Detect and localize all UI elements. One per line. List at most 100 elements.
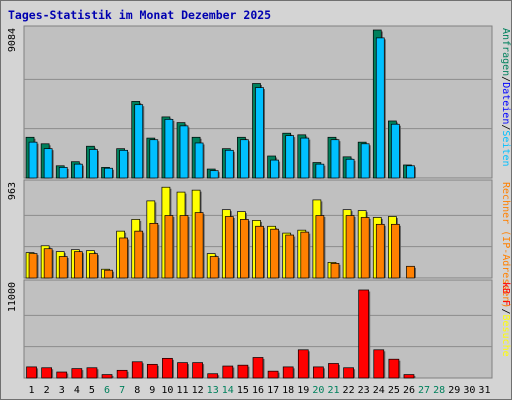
- panel-kb: 11000 kB F: [7, 279, 511, 379]
- bar-requests-dateien-day-14: [224, 149, 234, 179]
- bar-requests-dateien-day-4: [73, 163, 83, 179]
- bar-requests-dateien-day-15: [240, 139, 249, 179]
- bar-visits-rechner-ip-adressen--day-9: [149, 222, 159, 279]
- bar-visits-rechner-ip-adressen--day-21: [330, 263, 340, 279]
- day-label-25: 25: [388, 385, 400, 396]
- bar-kb-kb-f-day-15: [237, 364, 249, 379]
- legend-entry-1: /: [500, 76, 511, 82]
- bar-requests-dateien-day-5: [89, 149, 98, 179]
- bar-visits-rechner-ip-adressen--day-3: [58, 256, 68, 279]
- day-label-27: 27: [418, 385, 430, 396]
- bar-visits-rechner-ip-adressen--day-14: [224, 216, 234, 279]
- legend-entry-0: Anfragen: [500, 28, 511, 76]
- bar-kb-kb-f-day-3: [56, 371, 68, 379]
- bar-visits-rechner-ip-adressen--day-6: [104, 269, 113, 279]
- bar-visits-rechner-ip-adressen--day-20: [315, 215, 325, 279]
- legend-entry-2: Dateien: [500, 82, 511, 124]
- panel-visits: 963 Rechner (IP-Adressen)/Besuche: [7, 179, 511, 357]
- day-label-21: 21: [327, 385, 339, 396]
- bar-requests-dateien-day-18: [285, 135, 295, 179]
- day-label-12: 12: [192, 385, 204, 396]
- bar-kb-kb-f-day-8: [131, 361, 143, 379]
- day-label-7: 7: [119, 385, 125, 396]
- day-label-30: 30: [463, 385, 475, 396]
- day-label-11: 11: [176, 385, 188, 396]
- bar-visits-rechner-ip-adressen--day-15: [240, 219, 249, 279]
- bar-kb-kb-f-day-26: [403, 374, 415, 379]
- bar-visits-rechner-ip-adressen--day-22: [345, 215, 355, 279]
- day-label-18: 18: [282, 385, 294, 396]
- bar-requests-dateien-day-20: [315, 163, 325, 179]
- bar-kb-kb-f-day-13: [207, 373, 219, 379]
- day-label-10: 10: [161, 385, 173, 396]
- bar-requests-dateien-day-1: [28, 141, 38, 179]
- day-label-31: 31: [478, 385, 490, 396]
- legend-entry-3: /: [500, 124, 511, 130]
- day-label-29: 29: [448, 385, 460, 396]
- legend-entry-1: /: [500, 308, 511, 314]
- bar-requests-dateien-day-3: [58, 167, 68, 179]
- day-label-14: 14: [222, 385, 234, 396]
- bar-requests-dateien-day-22: [345, 158, 355, 179]
- day-label-6: 6: [104, 385, 110, 396]
- legend-entry-4: Seiten: [500, 130, 511, 166]
- bar-visits-rechner-ip-adressen--day-13: [209, 256, 219, 279]
- day-label-1: 1: [29, 385, 35, 396]
- bar-kb-kb-f-day-24: [373, 349, 385, 379]
- bar-visits-rechner-ip-adressen--day-11: [179, 215, 189, 279]
- bar-kb-kb-f-day-25: [388, 358, 400, 379]
- legend-entry-2: Besuche: [500, 314, 511, 356]
- bar-requests-dateien-day-2: [43, 148, 53, 179]
- bar-kb-kb-f-day-16: [252, 357, 264, 379]
- bar-kb-kb-f-day-12: [192, 362, 203, 379]
- bar-visits-rechner-ip-adressen--day-19: [300, 231, 310, 279]
- bar-requests-dateien-day-24: [375, 37, 385, 179]
- day-label-3: 3: [59, 385, 65, 396]
- panel-max-label: 11000: [7, 282, 18, 312]
- bar-requests-dateien-day-21: [330, 139, 340, 179]
- bar-visits-rechner-ip-adressen--day-23: [360, 217, 370, 279]
- bar-kb-kb-f-day-4: [71, 368, 83, 379]
- bars-visits: [25, 186, 416, 279]
- bar-kb-kb-f-day-19: [297, 349, 309, 379]
- bar-requests-dateien-day-19: [300, 137, 310, 179]
- bar-kb-kb-f-day-9: [146, 363, 158, 379]
- day-label-17: 17: [267, 385, 279, 396]
- day-label-22: 22: [343, 385, 355, 396]
- bar-requests-dateien-day-8: [134, 104, 144, 179]
- bar-visits-rechner-ip-adressen--day-24: [375, 223, 385, 279]
- legend-entry-0: kB F: [500, 282, 511, 306]
- bar-requests-dateien-day-10: [164, 118, 174, 179]
- bar-kb-kb-f-day-1: [26, 366, 37, 379]
- bar-requests-dateien-day-17: [270, 159, 279, 179]
- bar-requests-dateien-day-26: [406, 165, 415, 179]
- bar-visits-rechner-ip-adressen--day-12: [194, 212, 204, 279]
- bar-kb-kb-f-day-20: [313, 366, 324, 379]
- bar-visits-rechner-ip-adressen--day-18: [285, 234, 295, 279]
- day-label-20: 20: [312, 385, 324, 396]
- bar-kb-kb-f-day-21: [328, 363, 339, 379]
- bar-visits-rechner-ip-adressen--day-2: [43, 248, 53, 279]
- bar-visits-rechner-ip-adressen--day-7: [119, 237, 128, 279]
- panel-legend: Rechner (IP-Adressen)/Besuche: [500, 182, 511, 357]
- bar-kb-kb-f-day-2: [41, 367, 52, 379]
- bar-requests-dateien-day-23: [360, 143, 370, 179]
- bar-visits-rechner-ip-adressen--day-4: [73, 251, 83, 279]
- bar-kb-kb-f-day-6: [101, 374, 113, 379]
- day-label-26: 26: [403, 385, 415, 396]
- bar-requests-dateien-day-6: [104, 167, 113, 179]
- panel-max-label: 9084: [7, 28, 18, 52]
- bar-requests-dateien-day-9: [149, 139, 159, 179]
- bar-visits-rechner-ip-adressen--day-5: [89, 253, 98, 279]
- bars-kb: [26, 289, 416, 379]
- day-label-15: 15: [237, 385, 249, 396]
- day-label-8: 8: [134, 385, 140, 396]
- bar-kb-kb-f-day-5: [86, 367, 98, 379]
- day-label-5: 5: [89, 385, 95, 396]
- panel-legend: Anfragen/Dateien/Seiten: [500, 28, 511, 167]
- day-label-2: 2: [44, 385, 50, 396]
- day-label-4: 4: [74, 385, 80, 396]
- bar-visits-rechner-ip-adressen--day-25: [391, 223, 400, 279]
- day-label-28: 28: [433, 385, 445, 396]
